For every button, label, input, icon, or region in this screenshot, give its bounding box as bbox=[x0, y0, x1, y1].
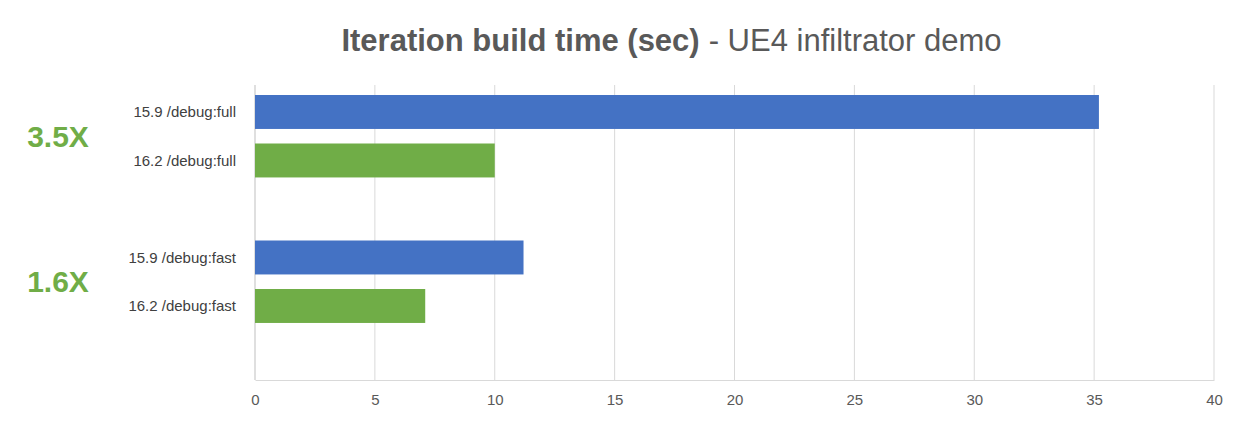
tick: 20 bbox=[727, 380, 744, 408]
bar bbox=[255, 241, 524, 275]
grid-line bbox=[494, 85, 495, 380]
bar bbox=[255, 95, 1099, 129]
annotations: 3.5X 1.6X bbox=[27, 120, 89, 299]
tick-label: 20 bbox=[727, 391, 744, 408]
tick-label: 0 bbox=[251, 391, 259, 408]
tick: 40 bbox=[1206, 380, 1223, 408]
category-label: 16.2 /debug:fast bbox=[128, 297, 236, 314]
grid bbox=[255, 85, 1214, 380]
grid-line bbox=[1094, 85, 1095, 380]
tick-label: 30 bbox=[966, 391, 983, 408]
tick-label: 25 bbox=[847, 391, 864, 408]
tick: 5 bbox=[371, 380, 379, 408]
tick: 15 bbox=[607, 380, 624, 408]
tick-label: 5 bbox=[371, 391, 379, 408]
tick: 25 bbox=[847, 380, 864, 408]
tick: 0 bbox=[251, 380, 259, 408]
grid-line bbox=[854, 85, 855, 380]
grid-line bbox=[974, 85, 975, 380]
bars bbox=[255, 95, 1099, 323]
annotation: 3.5X bbox=[27, 120, 89, 153]
grid-line bbox=[734, 85, 735, 380]
tick-label: 40 bbox=[1206, 391, 1223, 408]
subtitle: - UE4 infiltrator demo bbox=[709, 23, 1002, 58]
category-label: 15.9 /debug:full bbox=[133, 103, 236, 120]
bar bbox=[255, 144, 495, 178]
tick-label: 10 bbox=[487, 391, 504, 408]
category-labels: 15.9 /debug:full 16.2 /debug:full 15.9 /de… bbox=[128, 103, 236, 314]
tick: 30 bbox=[966, 380, 983, 408]
tick: 35 bbox=[1086, 380, 1103, 408]
bar bbox=[255, 289, 425, 323]
category-label: 16.2 /debug:full bbox=[133, 152, 236, 169]
grid-line bbox=[1214, 85, 1215, 380]
tick: 10 bbox=[487, 380, 504, 408]
x-axis: 0 5 10 15 20 25 30 35 40 bbox=[251, 380, 1223, 408]
grid-line bbox=[374, 85, 375, 380]
category-label: 15.9 /debug:fast bbox=[128, 249, 236, 266]
axis-line bbox=[256, 380, 1215, 381]
tick-label: 15 bbox=[607, 391, 624, 408]
tick-label: 35 bbox=[1086, 391, 1103, 408]
chart: Iteration build time (sec) - UE4 infiltra… bbox=[0, 0, 1247, 427]
title-main: Iteration build time (sec) bbox=[341, 23, 699, 58]
title: Iteration build time (sec) - UE4 infiltra… bbox=[341, 23, 1001, 58]
grid-line bbox=[255, 85, 256, 380]
grid-line bbox=[614, 85, 615, 380]
annotation: 1.6X bbox=[27, 265, 89, 298]
